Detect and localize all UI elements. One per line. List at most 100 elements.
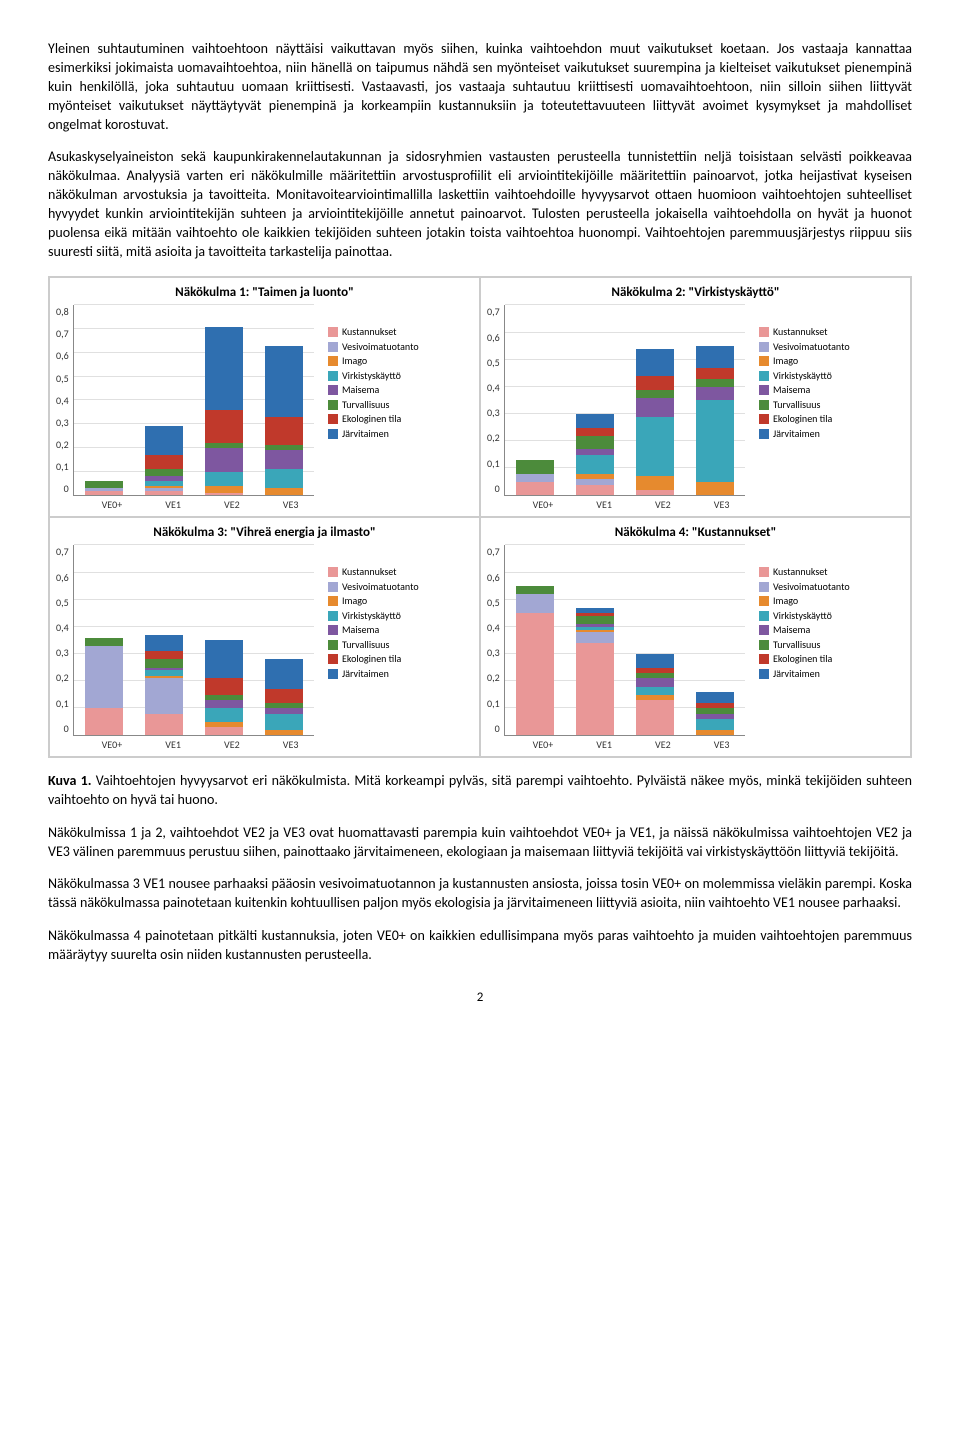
bar-segment <box>636 700 674 735</box>
bar-segment <box>145 469 183 476</box>
legend-swatch <box>328 640 338 650</box>
bar-segment <box>576 643 614 735</box>
bar <box>205 640 243 735</box>
y-tick-label: 0,7 <box>487 305 500 319</box>
bar-segment <box>145 491 183 496</box>
legend-item: Virkistyskäyttö <box>759 609 850 623</box>
bar-segment <box>696 387 734 401</box>
legend-item: Ekologinen tila <box>328 652 419 666</box>
paragraph-2: Asukaskyselyaineiston sekä kaupunkiraken… <box>48 148 912 261</box>
bar-segment <box>145 659 183 667</box>
bar-segment <box>265 450 303 469</box>
bar-segment <box>205 327 243 410</box>
bar-segment <box>696 400 734 481</box>
bar-segment <box>576 428 614 436</box>
legend-swatch <box>759 611 769 621</box>
bar-segment <box>85 481 123 488</box>
y-tick-label: 0,4 <box>487 381 500 395</box>
x-tick-label: VE0+ <box>102 738 123 752</box>
y-tick-label: 0,7 <box>56 545 69 559</box>
y-tick-label: 0,6 <box>487 331 500 345</box>
bar <box>516 586 554 735</box>
legend-item: Maisema <box>328 383 419 397</box>
bar-segment <box>265 346 303 417</box>
y-tick-label: 0,5 <box>56 596 69 610</box>
y-tick-label: 0,1 <box>487 697 500 711</box>
bar-segment <box>85 638 123 646</box>
y-tick-label: 0,3 <box>56 646 69 660</box>
chart-cell: Näkökulma 4: "Kustannukset"0,70,60,50,40… <box>480 517 911 757</box>
legend-item: Virkistyskäyttö <box>759 369 850 383</box>
bar-segment <box>636 490 674 495</box>
y-tick-label: 0,3 <box>487 646 500 660</box>
legend-label: Virkistyskäyttö <box>342 369 401 383</box>
bar-segment <box>265 417 303 446</box>
y-tick-label: 0 <box>487 482 500 496</box>
plot-area <box>504 545 745 736</box>
x-tick-label: VE1 <box>165 498 181 512</box>
legend-label: Imago <box>773 594 798 608</box>
legend-swatch <box>328 385 338 395</box>
legend-label: Ekologinen tila <box>342 412 401 426</box>
bar-segment <box>265 714 303 730</box>
chart-title: Näkökulma 3: "Vihreä energia ja ilmasto" <box>56 524 473 542</box>
bar-segment <box>516 474 554 482</box>
legend-label: Imago <box>773 354 798 368</box>
bar-segment <box>145 678 183 713</box>
legend-item: Imago <box>328 354 419 368</box>
x-tick-label: VE2 <box>224 498 240 512</box>
legend-swatch <box>759 654 769 664</box>
x-tick-label: VE3 <box>714 738 730 752</box>
bar-segment <box>85 491 123 496</box>
plot-area <box>73 545 314 736</box>
bar <box>576 414 614 495</box>
legend-label: Maisema <box>773 383 810 397</box>
legend-swatch <box>328 611 338 621</box>
x-tick-label: VE0+ <box>533 498 554 512</box>
legend-swatch <box>328 596 338 606</box>
legend-label: Turvallisuus <box>342 638 389 652</box>
legend-label: Virkistyskäyttö <box>773 609 832 623</box>
legend-swatch <box>759 596 769 606</box>
bar-segment <box>516 482 554 496</box>
y-tick-label: 0,2 <box>56 438 69 452</box>
bar-segment <box>265 469 303 488</box>
y-tick-label: 0,7 <box>487 545 500 559</box>
bar-segment <box>576 455 614 474</box>
bar <box>636 349 674 496</box>
bar <box>85 481 123 495</box>
legend-swatch <box>328 625 338 635</box>
legend-swatch <box>759 385 769 395</box>
legend-label: Vesivoimatuotanto <box>773 580 850 594</box>
legend-label: Kustannukset <box>773 325 828 339</box>
legend-item: Turvallisuus <box>328 638 419 652</box>
legend-item: Ekologinen tila <box>759 652 850 666</box>
legend-item: Vesivoimatuotanto <box>759 340 850 354</box>
y-tick-label: 0,1 <box>487 457 500 471</box>
bar <box>265 346 303 496</box>
bar-segment <box>145 455 183 469</box>
bar-segment <box>265 689 303 703</box>
legend-swatch <box>328 429 338 439</box>
y-tick-label: 0,3 <box>56 416 69 430</box>
bar-segment <box>696 730 734 735</box>
x-tick-label: VE2 <box>655 738 671 752</box>
y-tick-label: 0,8 <box>56 305 69 319</box>
legend-item: Järvitaimen <box>759 427 850 441</box>
legend-item: Järvitaimen <box>759 667 850 681</box>
legend-label: Kustannukset <box>342 565 397 579</box>
legend-swatch <box>328 356 338 366</box>
legend: KustannuksetVesivoimatuotantoImagoVirkis… <box>759 325 850 441</box>
legend-swatch <box>759 640 769 650</box>
x-tick-label: VE1 <box>165 738 181 752</box>
legend-item: Virkistyskäyttö <box>328 369 419 383</box>
y-tick-label: 0,1 <box>56 697 69 711</box>
plot-area <box>73 305 314 496</box>
legend-item: Imago <box>759 594 850 608</box>
x-tick-label: VE3 <box>283 498 299 512</box>
y-tick-label: 0,2 <box>56 671 69 685</box>
bar-segment <box>696 368 734 379</box>
y-tick-label: 0,4 <box>56 621 69 635</box>
legend-item: Maisema <box>759 383 850 397</box>
legend-item: Järvitaimen <box>328 427 419 441</box>
